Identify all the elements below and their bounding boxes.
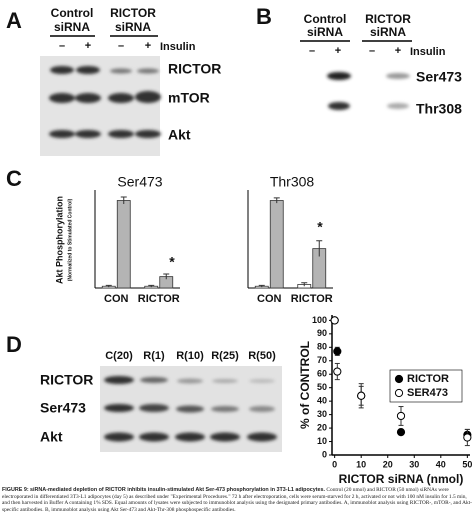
x-tick-label: 20 — [383, 459, 393, 469]
row-label: RICTOR — [168, 61, 221, 77]
sign: + — [145, 40, 151, 52]
y-tick-label: 0 — [322, 449, 327, 459]
sign: + — [85, 40, 91, 52]
annotation: * — [317, 219, 323, 235]
lane-label: R(50) — [248, 350, 276, 362]
panel-label: D — [6, 332, 22, 357]
caption: FIGURE 9: siRNA-mediated depletion of RI… — [2, 487, 472, 513]
x-tick-label: CON — [104, 293, 129, 305]
point — [333, 347, 342, 356]
bands — [104, 376, 277, 442]
row-label: mTOR — [168, 90, 210, 106]
y-tick-label: 70 — [317, 355, 327, 365]
y-tick-label: 60 — [317, 369, 327, 379]
point — [463, 433, 472, 442]
group-label: Control — [304, 12, 347, 26]
legend-marker — [394, 374, 404, 384]
x-tick-label: RICTOR — [138, 293, 180, 305]
x-tick-label: CON — [257, 293, 282, 305]
y-tick-label: 30 — [317, 409, 327, 419]
x-tick-label: 10 — [356, 459, 366, 469]
group-label: siRNA — [307, 25, 343, 39]
caption-text: Control (20 nmol) and RICTOR (50 nmol) s… — [2, 487, 472, 513]
group-label: Control — [51, 6, 94, 20]
lane-label: C(20) — [105, 350, 133, 362]
point — [396, 411, 406, 421]
panel-label: B — [256, 4, 272, 29]
row-label: RICTOR — [40, 372, 93, 388]
group-label: siRNA — [370, 25, 406, 39]
lane-label: R(25) — [211, 350, 239, 362]
y-axis-label: Akt Phosphorylation — [54, 196, 64, 284]
lane-label: R(10) — [176, 350, 204, 362]
sign: + — [335, 45, 341, 57]
row-label: Ser473 — [40, 400, 86, 416]
y-tick-label: 40 — [317, 396, 327, 406]
x-tick-label: RICTOR — [291, 293, 333, 305]
point — [333, 367, 342, 376]
bands — [327, 72, 410, 110]
y-tick-label: 100 — [312, 315, 327, 325]
figure-graphic: A Control siRNA RICTOR siRNA – + – + Ins… — [6, 4, 472, 486]
group-label: RICTOR — [110, 6, 156, 20]
chart-title: Thr308 — [270, 174, 315, 190]
legend-box — [389, 369, 463, 403]
row-label: Thr308 — [416, 101, 462, 117]
y-axis-label: % of CONTROL — [298, 341, 312, 429]
group-label: RICTOR — [365, 12, 411, 26]
group-label: siRNA — [54, 20, 90, 34]
bar — [269, 200, 284, 289]
row-label: Ser473 — [416, 69, 462, 85]
bar — [116, 200, 131, 289]
y-tick-label: 50 — [317, 382, 327, 392]
y-tick-label: 10 — [317, 436, 327, 446]
bands — [49, 66, 161, 138]
sign: – — [59, 40, 65, 52]
x-tick-label: 0 — [332, 459, 337, 469]
panel-label: C — [6, 166, 22, 191]
legend-marker — [394, 388, 404, 398]
y-tick-label: 80 — [317, 342, 327, 352]
sign: – — [309, 45, 315, 57]
x-axis-label: RICTOR siRNA (nmol) — [339, 472, 464, 486]
y-axis-note: (Normalized to Stimulated Control) — [67, 198, 73, 281]
y-tick-label: 90 — [317, 328, 327, 338]
row-label: Akt — [40, 429, 63, 445]
treatment: Insulin — [410, 46, 446, 58]
legend-label: RICTOR — [407, 373, 449, 385]
chart-title: Ser473 — [117, 174, 162, 190]
point — [330, 316, 339, 325]
caption-title: siRNA-mediated depletion of RICTOR inhib… — [30, 487, 326, 493]
row-label: Akt — [168, 127, 191, 143]
lane-label: R(1) — [143, 350, 165, 362]
treatment: Insulin — [160, 41, 196, 53]
sign: – — [118, 40, 124, 52]
group-label: siRNA — [115, 20, 151, 34]
x-tick-label: 30 — [409, 459, 419, 469]
panel-label: A — [6, 8, 22, 33]
legend-label: SER473 — [407, 387, 448, 399]
sign: – — [369, 45, 375, 57]
x-tick-label: 40 — [436, 459, 446, 469]
y-tick-label: 20 — [317, 422, 327, 432]
annotation: * — [169, 254, 175, 270]
point — [396, 428, 406, 437]
sign: + — [395, 45, 401, 57]
point — [357, 391, 366, 400]
caption-label: FIGURE 9: — [2, 487, 29, 493]
x-tick-label: 50 — [462, 459, 472, 469]
